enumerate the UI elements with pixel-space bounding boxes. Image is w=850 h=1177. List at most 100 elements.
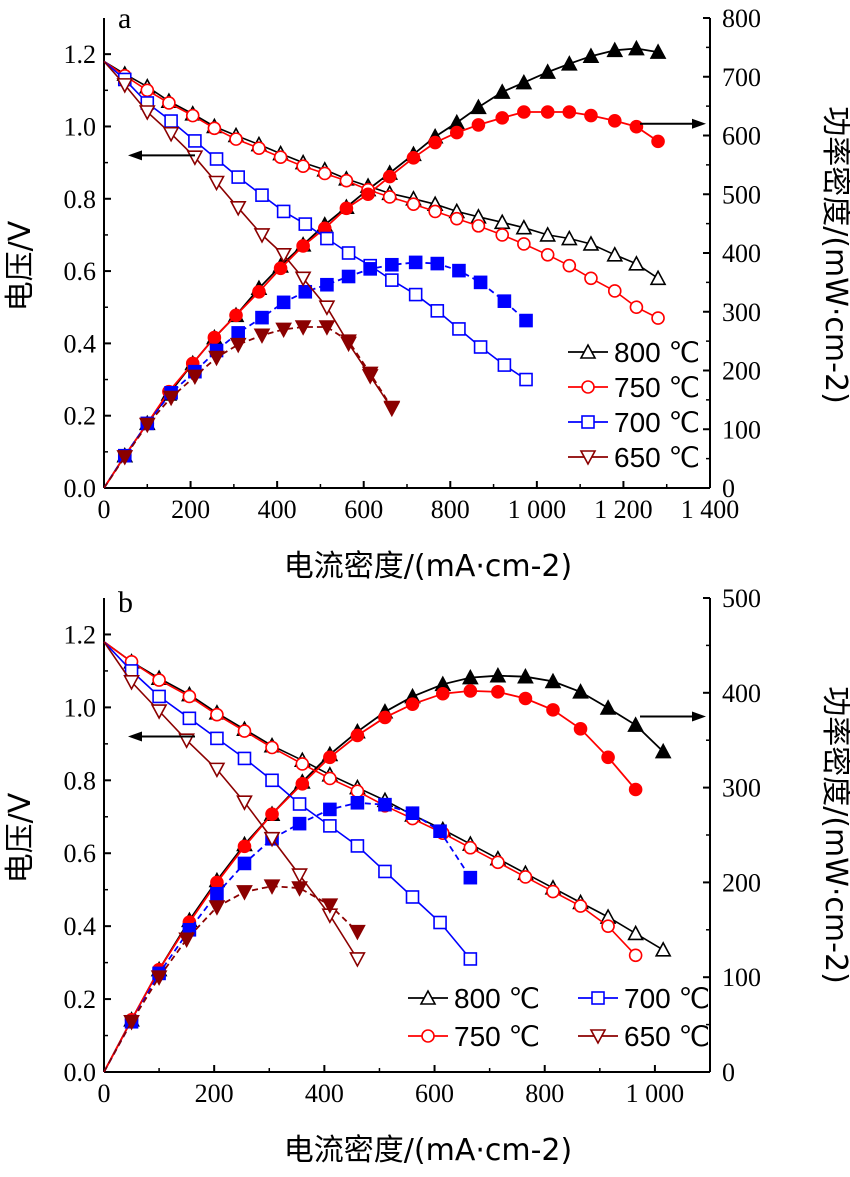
voltage-point — [317, 166, 332, 181]
x-tick-label: 400 — [305, 1079, 344, 1108]
voltage-point — [628, 948, 643, 963]
voltage-point — [628, 255, 645, 271]
legend-item-800: 800 ℃ — [408, 983, 540, 1014]
power-point — [237, 856, 252, 871]
power-point — [252, 284, 266, 299]
power-point — [263, 879, 281, 895]
y2-tick-label: 200 — [722, 357, 761, 386]
voltage-point — [162, 126, 180, 143]
voltage-point — [318, 300, 336, 316]
power-point — [323, 802, 337, 817]
power-point — [544, 672, 562, 689]
y2-tick-label: 500 — [722, 584, 761, 613]
x-tick-label: 200 — [171, 495, 210, 524]
power-point — [493, 83, 511, 99]
voltage-point — [408, 287, 423, 302]
voltage-point — [517, 237, 531, 251]
power-point — [628, 39, 645, 56]
x-tick-label: 800 — [431, 495, 470, 524]
series-700 — [103, 60, 533, 489]
power-point — [208, 350, 225, 367]
voltage-point — [349, 952, 366, 968]
power-point — [291, 881, 308, 897]
x-tick-label: 1 200 — [594, 495, 653, 524]
voltage-point — [601, 919, 615, 933]
legend-label: 650 ℃ — [624, 1021, 710, 1052]
voltage-point — [263, 831, 281, 848]
voltage-point — [210, 731, 224, 746]
legend-item-800: 800 ℃ — [568, 337, 700, 368]
voltage-point — [188, 134, 202, 148]
voltage-point — [323, 771, 337, 786]
voltage-point — [382, 190, 397, 204]
power-point — [295, 777, 310, 791]
power-point — [292, 816, 307, 831]
voltage-point — [385, 273, 399, 287]
voltage-point — [449, 211, 464, 226]
power-point — [231, 326, 245, 340]
power-point — [298, 284, 313, 299]
legend-item-700: 700 ℃ — [568, 407, 700, 438]
voltage-point — [185, 108, 200, 123]
voltage-point — [237, 751, 252, 766]
voltage-point — [210, 707, 224, 722]
y-tick-label: 1.2 — [64, 40, 97, 69]
voltage-point — [539, 226, 557, 242]
y2-tick-label: 600 — [722, 122, 761, 151]
panel-letter: a — [118, 2, 131, 35]
power-point — [138, 417, 156, 434]
power-point — [363, 262, 378, 276]
voltage-point — [255, 188, 269, 202]
voltage-point — [463, 952, 478, 966]
y2-tick-label: 500 — [722, 180, 761, 209]
series-650 — [103, 641, 366, 1073]
voltage-point — [350, 784, 365, 799]
y-tick-label: 0.0 — [64, 474, 97, 503]
power-point — [273, 261, 288, 276]
legend-item-650: 650 ℃ — [568, 442, 700, 473]
voltage-point — [298, 217, 313, 231]
panel-letter: b — [118, 586, 133, 619]
series-750 — [103, 641, 643, 1073]
power-point — [463, 684, 478, 698]
voltage-point — [339, 173, 354, 188]
series-800 — [103, 641, 672, 1073]
power-point — [546, 703, 560, 717]
power-point — [378, 797, 392, 812]
power-point — [405, 697, 420, 711]
legend-label: 800 ℃ — [454, 983, 540, 1014]
voltage-point — [582, 235, 600, 251]
voltage-point — [138, 105, 156, 121]
x-axis-title: 电流密度/(mA·cm-2) — [284, 549, 572, 584]
voltage-point — [294, 271, 312, 287]
power-point — [229, 337, 247, 354]
power-point — [517, 105, 531, 119]
voltage-point — [207, 121, 222, 136]
voltage-point — [518, 870, 533, 884]
power-point — [572, 683, 589, 699]
y2-tick-label: 100 — [722, 963, 761, 992]
y-tick-label: 1.0 — [64, 693, 97, 722]
voltage-point — [606, 246, 624, 262]
y-tick-label: 0.8 — [64, 766, 97, 795]
power-point — [651, 134, 665, 149]
y-axis-title: 电压/V — [3, 220, 38, 311]
power-point — [473, 275, 488, 290]
y2-tick-label: 0 — [722, 1058, 735, 1087]
power-point — [463, 870, 478, 885]
x-tick-label: 0 — [98, 495, 111, 524]
power-point — [470, 98, 487, 115]
power-point — [207, 330, 222, 345]
voltage-point — [209, 152, 224, 166]
voltage-point — [562, 258, 577, 273]
y-tick-label: 0.0 — [64, 1058, 97, 1087]
power-point — [294, 320, 312, 336]
power-point — [430, 256, 445, 271]
voltage-point — [452, 322, 466, 336]
power-point — [627, 716, 644, 732]
power-point — [186, 369, 204, 386]
voltage-point — [471, 219, 486, 233]
voltage-point — [573, 899, 588, 913]
x-tick-label: 800 — [525, 1079, 564, 1108]
